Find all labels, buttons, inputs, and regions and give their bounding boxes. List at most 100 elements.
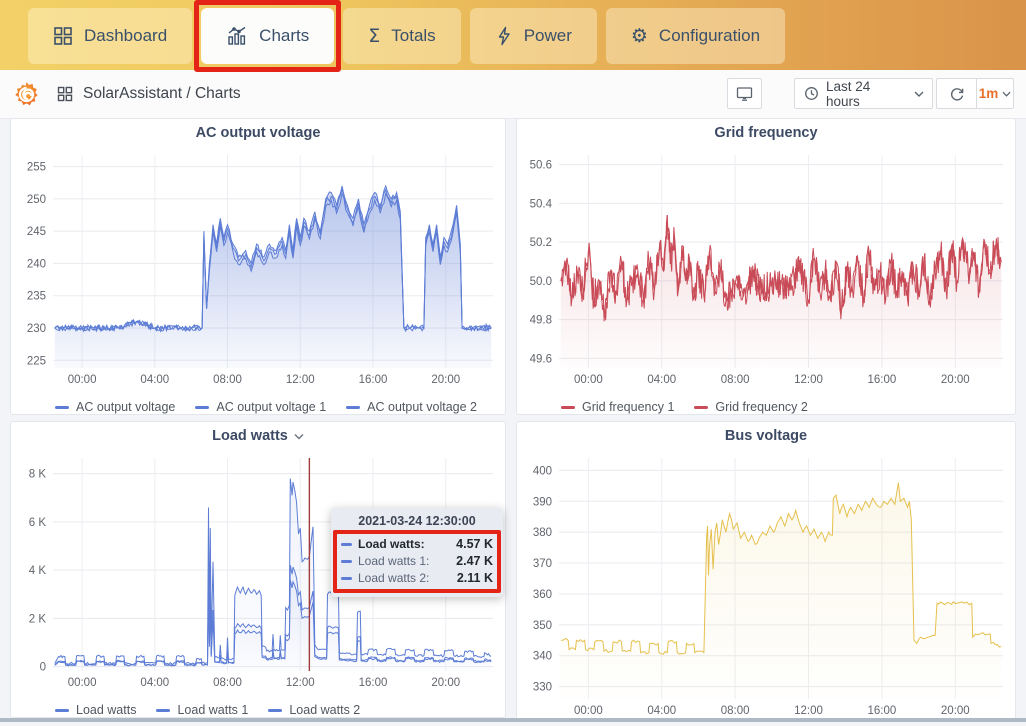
chart-tooltip: 2021-03-24 12:30:00 Load watts: 4.57 K L… bbox=[331, 508, 503, 597]
bar-chart-icon bbox=[226, 25, 248, 47]
refresh-button[interactable] bbox=[936, 78, 976, 109]
monitor-icon bbox=[736, 86, 753, 102]
x-tick-label: 04:00 bbox=[647, 705, 676, 717]
x-tick-label: 04:00 bbox=[140, 374, 169, 386]
series-line bbox=[560, 482, 1002, 655]
x-tick-label: 04:00 bbox=[647, 374, 676, 386]
x-tick-label: 16:00 bbox=[359, 374, 388, 386]
legend-item[interactable]: Load watts bbox=[55, 703, 136, 717]
tab-label: Power bbox=[523, 26, 572, 45]
tab-totals[interactable]: Σ Totals bbox=[343, 8, 461, 64]
x-tick-label: 12:00 bbox=[794, 705, 823, 717]
tab-label: Totals bbox=[391, 26, 436, 45]
grid-frequency-chart[interactable]: 49.6 49.8 50.0 50.2 50.4 50.6 00:00 04:00 08:00 1… bbox=[517, 147, 1015, 390]
x-tick-label: 16:00 bbox=[868, 374, 897, 386]
time-range-label: Last 24 hours bbox=[826, 78, 871, 109]
legend: Load watts Load watts 1 Load watts 2 bbox=[11, 698, 505, 722]
legend-item[interactable]: Load watts 2 bbox=[268, 703, 360, 717]
series-dash-icon bbox=[55, 708, 69, 712]
tooltip-value: 4.57 K bbox=[456, 537, 493, 551]
panel-title[interactable]: Grid frequency bbox=[714, 125, 818, 141]
chevron-down-icon[interactable] bbox=[294, 433, 304, 440]
time-range-picker[interactable]: Last 24 hours bbox=[794, 78, 933, 109]
tooltip-label: Load watts 1: bbox=[358, 554, 430, 568]
panel-load-watts: Load watts 0 2 K 4 K 6 K 8 K 00:00 04:00 08:00 1… bbox=[10, 421, 506, 718]
y-tick-label: 6 K bbox=[29, 517, 47, 529]
series-dash-icon bbox=[55, 405, 69, 409]
legend-label: Load watts 2 bbox=[289, 703, 361, 717]
tab-label: Charts bbox=[259, 26, 310, 45]
kiosk-mode-button[interactable] bbox=[727, 78, 762, 109]
y-tick-label: 50.2 bbox=[530, 237, 552, 249]
y-tick-label: 330 bbox=[533, 682, 552, 694]
tooltip-value: 2.11 K bbox=[456, 571, 493, 585]
tooltip-value: 2.47 K bbox=[456, 554, 493, 568]
legend-item[interactable]: AC output voltage 1 bbox=[195, 400, 326, 414]
tab-configuration[interactable]: ⚙ Configuration bbox=[605, 8, 786, 64]
series-dash-icon bbox=[561, 405, 575, 409]
legend-label: Grid frequency 2 bbox=[715, 400, 808, 414]
y-tick-label: 380 bbox=[533, 527, 552, 539]
x-tick-label: 00:00 bbox=[574, 705, 603, 717]
tab-label: Dashboard bbox=[84, 26, 168, 45]
legend: Grid frequency 1 Grid frequency 2 bbox=[517, 395, 1015, 419]
legend-label: Grid frequency 1 bbox=[582, 400, 675, 414]
x-tick-label: 12:00 bbox=[794, 374, 823, 386]
y-tick-label: 250 bbox=[27, 194, 46, 206]
legend-label: Load watts 1 bbox=[177, 703, 249, 717]
panel-title[interactable]: Bus voltage bbox=[724, 428, 808, 444]
x-tick-label: 08:00 bbox=[213, 677, 242, 689]
legend-label: AC output voltage bbox=[76, 400, 176, 414]
tooltip-row: Load watts: 4.57 K bbox=[341, 536, 493, 553]
refresh-interval-dropdown[interactable]: 1m bbox=[976, 78, 1014, 109]
y-tick-label: 4 K bbox=[29, 565, 47, 577]
series-line bbox=[54, 478, 492, 666]
tab-charts[interactable]: Charts bbox=[194, 0, 342, 72]
bus-voltage-chart[interactable]: 330 340 350 360 370 380 390 400 00:00 04:00 08:00 1… bbox=[517, 450, 1015, 721]
y-tick-label: 50.0 bbox=[530, 276, 552, 288]
load-watts-chart[interactable]: 0 2 K 4 K 6 K 8 K 00:00 04:00 08:00 12:00 16:00 20… bbox=[11, 450, 505, 693]
y-tick-label: 49.6 bbox=[530, 353, 552, 365]
y-tick-label: 360 bbox=[533, 589, 552, 601]
grid-icon bbox=[53, 26, 73, 46]
x-tick-label: 12:00 bbox=[286, 677, 315, 689]
panel-title[interactable]: AC output voltage bbox=[195, 125, 321, 141]
y-tick-label: 350 bbox=[533, 620, 552, 632]
tooltip-label: Load watts 2: bbox=[358, 571, 430, 585]
breadcrumb[interactable]: SolarAssistant / Charts bbox=[83, 85, 241, 102]
legend-item[interactable]: AC output voltage 2 bbox=[346, 400, 477, 414]
x-tick-label: 16:00 bbox=[359, 677, 388, 689]
legend-item[interactable]: Grid frequency 2 bbox=[694, 400, 808, 414]
x-tick-label: 08:00 bbox=[721, 705, 750, 717]
x-tick-label: 16:00 bbox=[868, 705, 897, 717]
tab-dashboard[interactable]: Dashboard bbox=[28, 8, 193, 64]
sigma-icon: Σ bbox=[368, 24, 381, 47]
panel-title[interactable]: Load watts bbox=[212, 428, 288, 444]
y-tick-label: 0 bbox=[40, 662, 46, 674]
y-tick-label: 255 bbox=[27, 162, 46, 174]
refresh-interval-label: 1m bbox=[978, 86, 999, 101]
tooltip-timestamp: 2021-03-24 12:30:00 bbox=[358, 514, 476, 528]
panel-grid-frequency: Grid frequency 49.6 49.8 50.0 50.2 50.4 50.6 0… bbox=[516, 118, 1016, 415]
gear-icon: ⚙ bbox=[630, 24, 648, 47]
tooltip-row: Load watts 2: 2.11 K bbox=[341, 570, 493, 587]
y-tick-label: 50.6 bbox=[530, 160, 552, 172]
y-tick-label: 225 bbox=[27, 355, 46, 367]
bolt-icon bbox=[495, 26, 513, 46]
tab-power[interactable]: Power bbox=[469, 8, 597, 64]
app-nav-bar: Dashboard Charts Σ Totals Power ⚙ Config… bbox=[0, 0, 1026, 72]
chevron-down-icon bbox=[914, 91, 924, 97]
legend-item[interactable]: Load watts 1 bbox=[156, 703, 248, 717]
grafana-logo[interactable] bbox=[13, 81, 40, 108]
ac-output-voltage-chart[interactable]: 225 230 235 240 245 250 255 00:00 04:00 08:00 12:0… bbox=[11, 147, 505, 390]
legend-label: Load watts bbox=[76, 703, 137, 717]
x-tick-label: 12:00 bbox=[286, 374, 315, 386]
legend-item[interactable]: AC output voltage bbox=[55, 400, 175, 414]
x-tick-label: 20:00 bbox=[431, 677, 460, 689]
y-tick-label: 340 bbox=[533, 651, 552, 663]
tooltip-row: Load watts 1: 2.47 K bbox=[341, 553, 493, 570]
y-tick-label: 400 bbox=[533, 465, 552, 477]
panel-bus-voltage: Bus voltage 330 340 350 360 370 380 390 400 00:0… bbox=[516, 421, 1016, 722]
x-tick-label: 08:00 bbox=[213, 374, 242, 386]
legend-item[interactable]: Grid frequency 1 bbox=[561, 400, 674, 414]
